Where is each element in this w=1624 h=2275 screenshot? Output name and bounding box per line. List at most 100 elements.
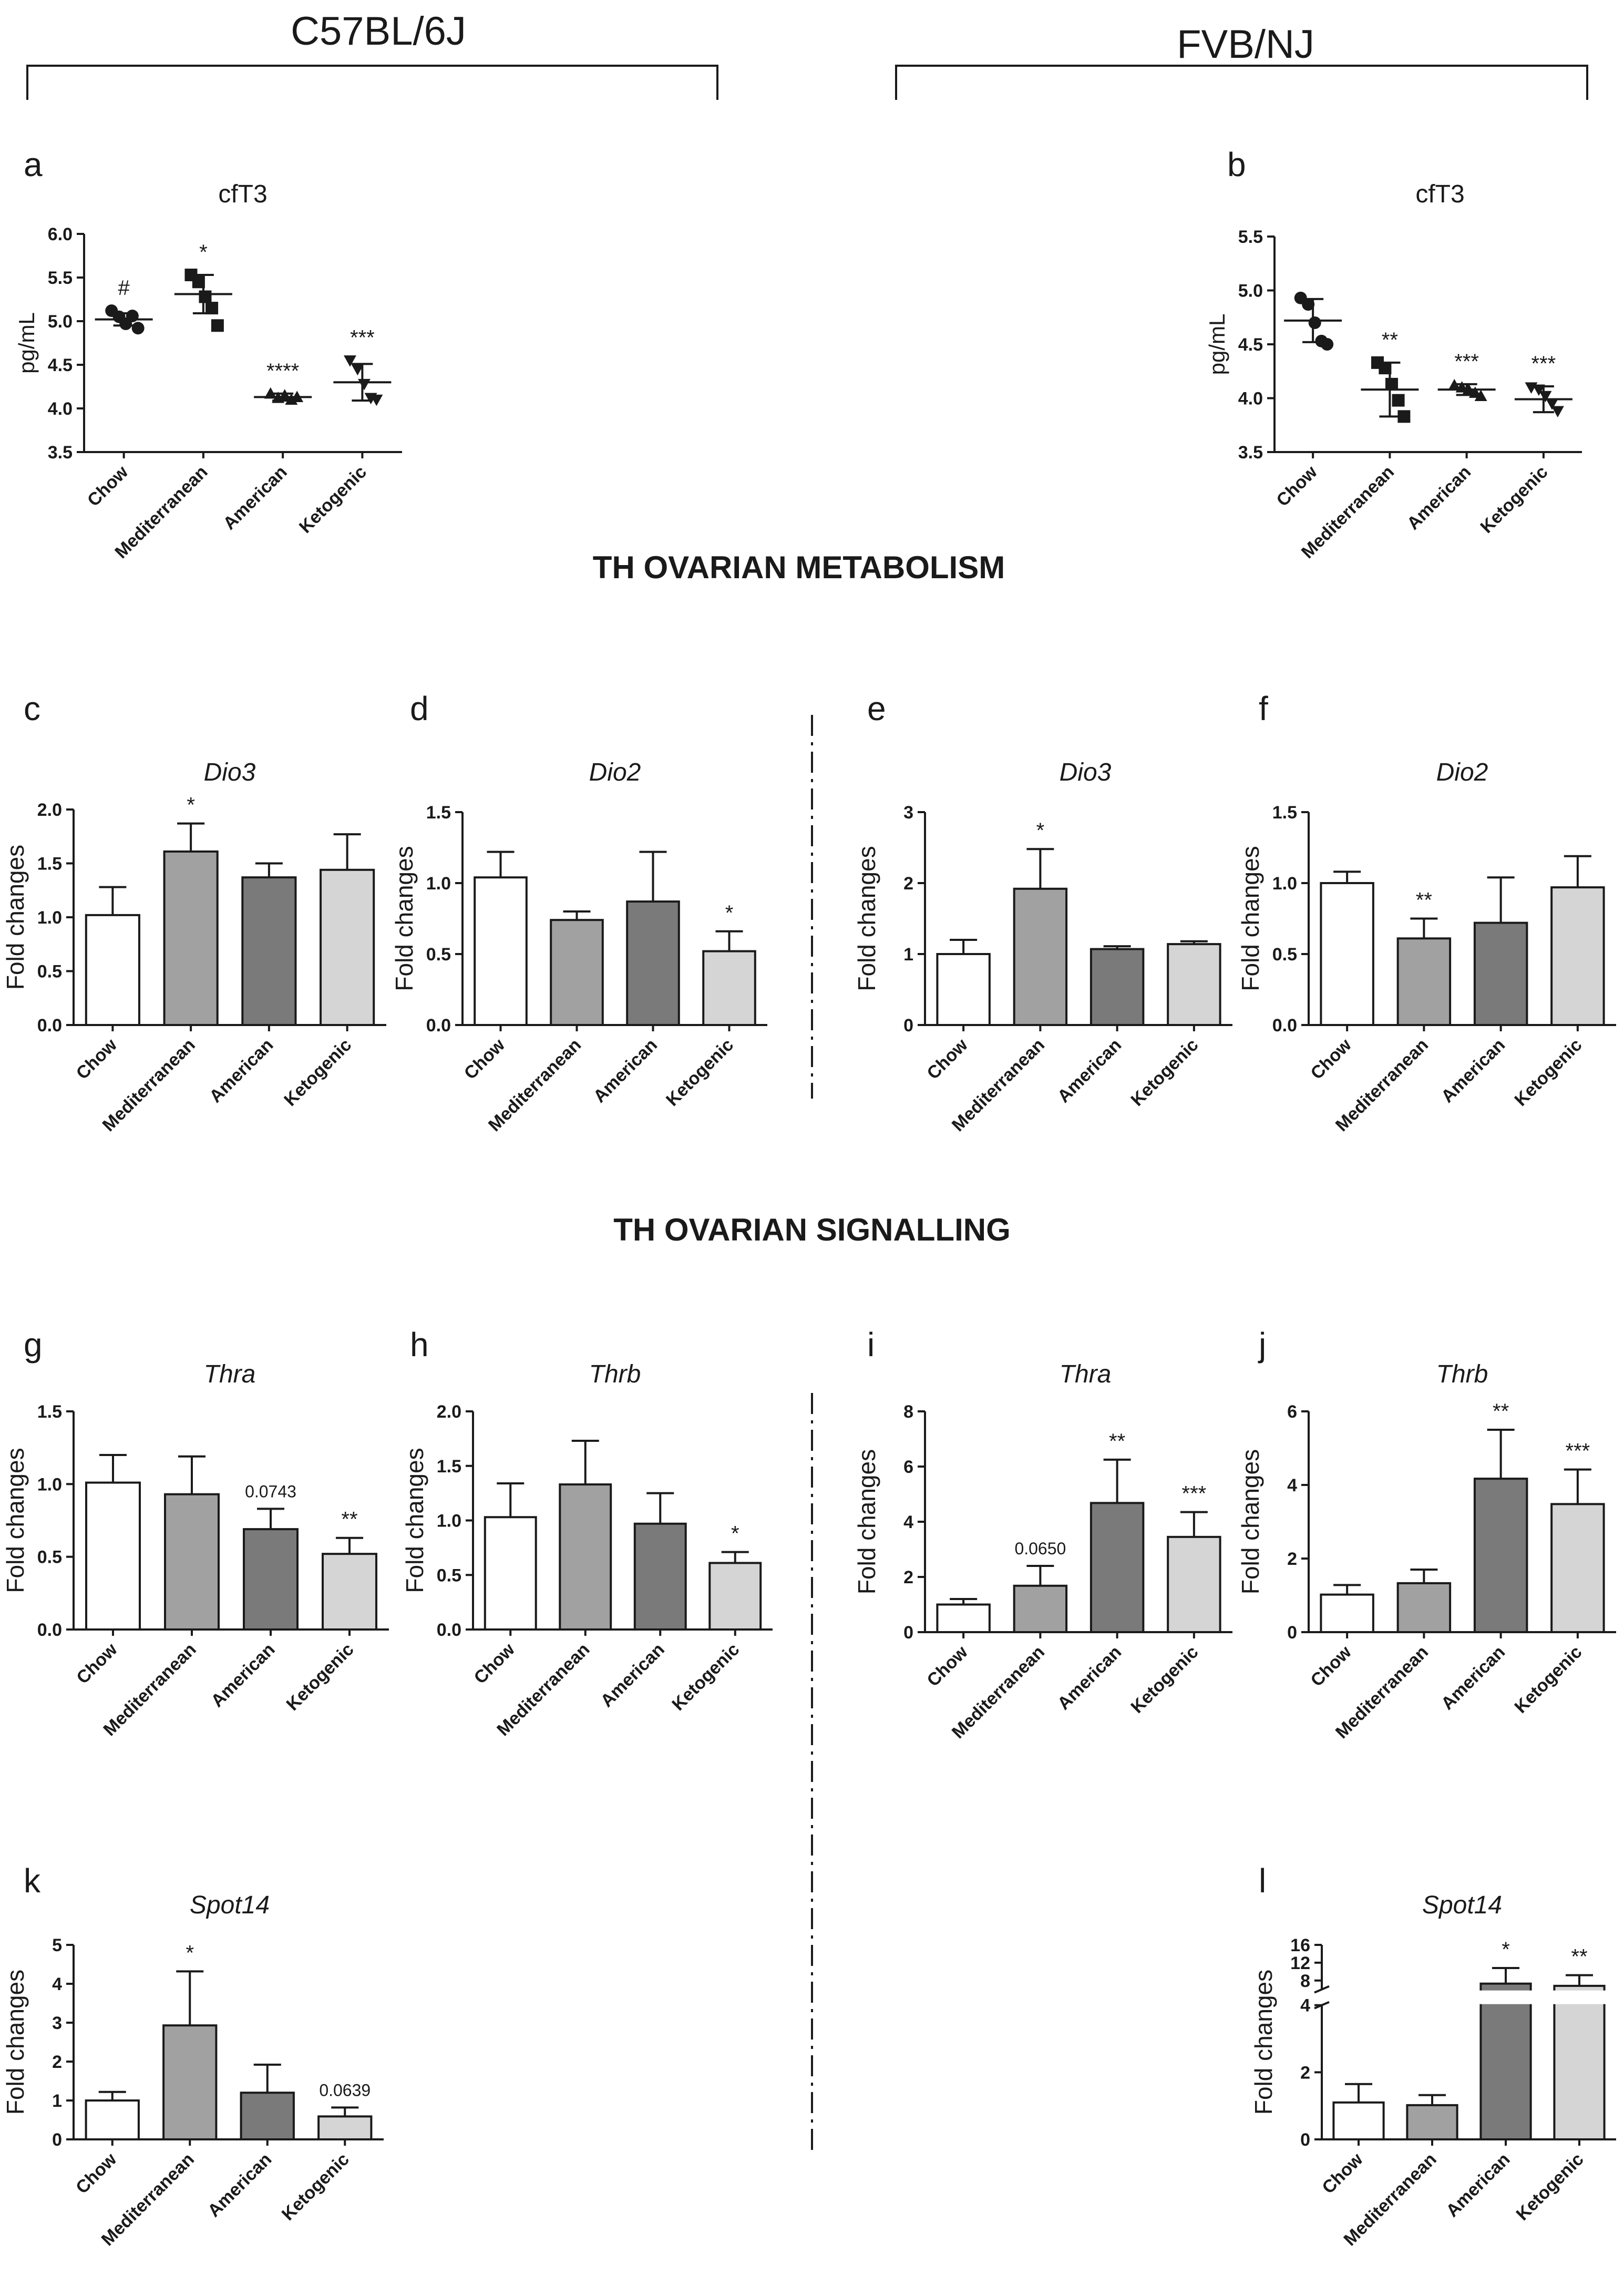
x-tick-label: Ketogenic (283, 1639, 358, 1715)
bar (243, 1528, 299, 1631)
data-point (1546, 398, 1559, 410)
y-axis-label: Fold changes (2, 1970, 29, 2115)
data-point (1474, 390, 1487, 401)
section-title-metabolism: TH OVARIAN METABOLISM (593, 550, 1005, 585)
data-point (1302, 298, 1315, 311)
y-tick-label: 3.5 (1238, 443, 1263, 463)
data-point (370, 394, 383, 406)
panel-letter: d (410, 690, 429, 727)
panel-title: Thrb (1436, 1360, 1488, 1388)
bar (85, 914, 140, 1027)
bar (1473, 921, 1528, 1026)
y-axis-label: Fold changes (390, 846, 418, 991)
significance-label: * (731, 1522, 739, 1545)
bar (1320, 882, 1374, 1026)
x-tick-label: Chow (1318, 2149, 1367, 2198)
x-tick-label: Chow (923, 1034, 972, 1083)
bar (1167, 1535, 1221, 1633)
x-tick-label: Ketogenic (1513, 2149, 1588, 2225)
bar (85, 2099, 140, 2140)
x-tick-label: Ketogenic (1510, 1642, 1586, 1717)
y-tick-label: 0 (903, 1623, 913, 1643)
x-tick-label: Ketogenic (662, 1035, 737, 1110)
bar (484, 1516, 537, 1631)
y-tick-label: 1.5 (1272, 803, 1297, 823)
bar (241, 876, 297, 1027)
data-point (1385, 377, 1398, 391)
y-axis-label: Fold changes (853, 846, 880, 991)
x-tick-label: Chow (1307, 1034, 1355, 1083)
bar (1089, 1502, 1145, 1634)
bar (633, 1522, 687, 1631)
bar (1396, 1582, 1452, 1633)
bar (317, 2115, 373, 2141)
x-tick-label: American (590, 1035, 661, 1106)
panel-title: Dio3 (1060, 759, 1112, 786)
y-tick-label: 0 (52, 2130, 62, 2150)
y-axis-label: Fold changes (853, 1449, 880, 1594)
bar (1406, 2104, 1458, 2140)
data-point (1539, 391, 1552, 403)
y-tick-label: 3.5 (48, 443, 73, 463)
x-tick-label: Ketogenic (668, 1639, 743, 1715)
significance-label: 0.0743 (245, 1482, 296, 1501)
significance-label: ** (1382, 329, 1398, 352)
significance-label: **** (266, 360, 299, 383)
panel-title: Dio3 (204, 759, 256, 786)
data-point (1448, 378, 1461, 391)
bar (1479, 1982, 1532, 2140)
axis-break-mark (1314, 1985, 1330, 1994)
data-point (1321, 338, 1334, 351)
bar (163, 850, 219, 1026)
significance-label: * (1502, 1938, 1510, 1961)
bar (164, 1493, 220, 1631)
y-tick-label: 2.0 (37, 800, 62, 820)
significance-label: ** (1416, 889, 1432, 912)
y-tick-label: 1.0 (37, 1474, 62, 1494)
x-tick-label: Ketogenic (1510, 1035, 1586, 1110)
bar (1320, 1593, 1374, 1634)
y-axis-label: pg/mL (14, 312, 39, 374)
y-tick-label: 4 (1287, 1475, 1297, 1495)
y-tick-label: 0.0 (426, 1016, 451, 1036)
y-tick-label: 5.0 (1238, 281, 1263, 301)
y-tick-label: 1.0 (1272, 874, 1297, 894)
bar (1550, 1503, 1605, 1633)
y-tick-label: 1 (903, 945, 913, 965)
x-tick-label: Chow (73, 1639, 121, 1688)
significance-label: * (725, 901, 734, 925)
group-label-right: FVB/NJ (1177, 22, 1314, 67)
x-tick-label: Chow (72, 2149, 121, 2198)
y-tick-label: 6 (903, 1457, 913, 1477)
y-axis-label: Fold changes (401, 1448, 428, 1593)
group-bracket-left (26, 65, 718, 100)
x-tick-label: Ketogenic (295, 462, 371, 537)
x-tick-label: Chow (460, 1034, 509, 1083)
panel-title: Spot14 (1422, 1891, 1502, 1919)
significance-label: 0.0650 (1014, 1539, 1066, 1558)
data-point (211, 319, 224, 332)
panel-letter: i (867, 1326, 875, 1364)
data-point (1308, 316, 1321, 329)
x-tick-label: Chow (1307, 1642, 1355, 1690)
y-tick-label: 5.0 (48, 312, 73, 332)
x-tick-label: American (1437, 1642, 1509, 1714)
chart-panel-g: g Thra Fold changes 0.0 0.5 1.0 1.5 0.0743 ** Cho… (2, 1326, 389, 1740)
x-tick-label: Ketogenic (1127, 1035, 1202, 1110)
significance-label: * (1036, 819, 1045, 842)
y-tick-label: 0.5 (426, 945, 451, 965)
bar (550, 919, 604, 1026)
y-tick-label: 2 (1300, 2063, 1310, 2083)
y-tick-label: 0 (1287, 1623, 1297, 1643)
y-tick-label: 0.0 (37, 1016, 62, 1036)
x-tick-label: American (1403, 462, 1475, 534)
panel-title: cfT3 (218, 180, 267, 208)
bar (240, 2092, 295, 2140)
y-tick-label: 8 (1300, 1971, 1310, 1991)
y-tick-label: 5 (52, 1935, 62, 1955)
y-tick-label: 5.5 (1238, 227, 1263, 247)
